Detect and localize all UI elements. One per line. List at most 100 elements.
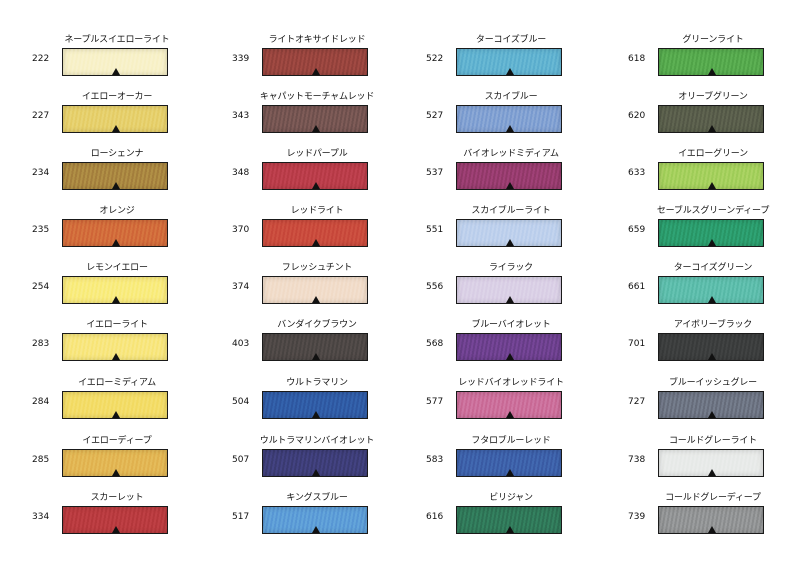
triangle-marker-icon: [312, 353, 320, 360]
swatch-cell: ウルトラマリン 504: [232, 377, 382, 427]
swatch-code: 633: [628, 168, 646, 178]
swatch-code: 522: [426, 54, 444, 64]
swatch-code: 285: [32, 455, 50, 465]
triangle-marker-icon: [112, 125, 120, 132]
color-swatch: [262, 391, 368, 419]
swatch-code: 227: [32, 111, 50, 121]
swatch-cell: キングスブルー 517: [232, 492, 382, 542]
swatch-cell: イエローグリーン 633: [628, 148, 778, 198]
swatch-code: 551: [426, 225, 444, 235]
color-swatch: [62, 449, 168, 477]
color-swatch: [456, 105, 562, 133]
swatch-cell: ネープルスイエローライト 222: [32, 34, 182, 84]
swatch-cell: グリーンライト 618: [628, 34, 778, 84]
color-swatch: [262, 48, 368, 76]
swatch-code: 517: [232, 512, 250, 522]
swatch-name: ブルーイッシュグレー: [668, 378, 757, 388]
swatch-cell: オレンジ 235: [32, 205, 182, 255]
color-swatch: [658, 105, 764, 133]
triangle-marker-icon: [506, 526, 514, 533]
triangle-marker-icon: [312, 68, 320, 75]
swatch-cell: コールドグレーライト 738: [628, 435, 778, 485]
triangle-marker-icon: [312, 526, 320, 533]
swatch-code: 254: [32, 282, 50, 292]
swatch-name: イエローディープ: [82, 436, 152, 446]
triangle-marker-icon: [312, 239, 320, 246]
triangle-marker-icon: [506, 353, 514, 360]
swatch-name: ターコイズブルー: [475, 35, 547, 45]
swatch-code: 235: [32, 225, 50, 235]
triangle-marker-icon: [708, 239, 716, 246]
swatch-code: 374: [232, 282, 250, 292]
swatch-code: 284: [32, 397, 50, 407]
swatch-name: レッドライト: [290, 206, 344, 216]
swatch-name: ターコイズグリーン: [673, 263, 753, 273]
swatch-name: イエローグリーン: [678, 149, 748, 159]
color-swatch: [262, 105, 368, 133]
swatch-name: バンダイクブラウン: [277, 320, 357, 330]
swatch-code: 339: [232, 54, 250, 64]
triangle-marker-icon: [112, 182, 120, 189]
swatch-name: ブルーバイオレット: [471, 320, 551, 330]
triangle-marker-icon: [506, 239, 514, 246]
swatch-name: アイボリーブラック: [673, 320, 753, 330]
triangle-marker-icon: [112, 526, 120, 533]
swatch-cell: ブルーイッシュグレー 727: [628, 377, 778, 427]
color-swatch: [658, 162, 764, 190]
swatch-code: 403: [232, 339, 250, 349]
color-swatch: [62, 48, 168, 76]
swatch-code: 568: [426, 339, 444, 349]
color-swatch: [262, 449, 368, 477]
swatch-name: コールドグレーディープ: [665, 493, 761, 503]
swatch-code: 556: [426, 282, 444, 292]
swatch-cell: セーブルスグリーンディープ 659: [628, 205, 778, 255]
swatch-code: 616: [426, 512, 444, 522]
triangle-marker-icon: [112, 296, 120, 303]
color-swatch: [456, 219, 562, 247]
color-swatch: [62, 276, 168, 304]
triangle-marker-icon: [506, 411, 514, 418]
swatch-name: ウルトラマリン: [286, 378, 348, 388]
swatch-cell: イエローオーカー 227: [32, 91, 182, 141]
triangle-marker-icon: [506, 182, 514, 189]
swatch-name: オレンジ: [99, 206, 135, 216]
swatch-code: 738: [628, 455, 646, 465]
swatch-name: キングスブルー: [286, 493, 348, 503]
swatch-cell: ブルーバイオレット 568: [426, 319, 576, 369]
swatch-code: 370: [232, 225, 250, 235]
swatch-name: レモンイエロー: [86, 263, 148, 273]
swatch-cell: バイオレッドミディアム 537: [426, 148, 576, 198]
swatch-code: 659: [628, 225, 646, 235]
triangle-marker-icon: [312, 182, 320, 189]
swatch-name: オリーブグリーン: [678, 92, 748, 102]
swatch-name: ライラック: [488, 263, 533, 273]
swatch-cell: ローシェンナ 234: [32, 148, 182, 198]
color-swatch: [62, 105, 168, 133]
swatch-code: 618: [628, 54, 646, 64]
swatch-name: ネープルスイエローライト: [64, 35, 170, 45]
swatch-code: 334: [32, 512, 50, 522]
swatch-code: 583: [426, 455, 444, 465]
color-swatch: [456, 162, 562, 190]
color-swatch: [62, 219, 168, 247]
swatch-code: 348: [232, 168, 250, 178]
swatch-cell: アイボリーブラック 701: [628, 319, 778, 369]
swatch-cell: フレッシュチント 374: [232, 262, 382, 312]
swatch-name: グリーンライト: [682, 35, 744, 45]
color-swatch: [262, 162, 368, 190]
triangle-marker-icon: [506, 296, 514, 303]
triangle-marker-icon: [506, 469, 514, 476]
swatch-cell: ターコイズグリーン 661: [628, 262, 778, 312]
color-swatch: [62, 333, 168, 361]
swatch-cell: レッドライト 370: [232, 205, 382, 255]
swatch-cell: ライラック 556: [426, 262, 576, 312]
swatch-code: 701: [628, 339, 646, 349]
swatch-code: 727: [628, 397, 646, 407]
triangle-marker-icon: [112, 239, 120, 246]
triangle-marker-icon: [312, 125, 320, 132]
triangle-marker-icon: [708, 296, 716, 303]
color-swatch: [658, 449, 764, 477]
swatch-code: 537: [426, 168, 444, 178]
triangle-marker-icon: [112, 68, 120, 75]
